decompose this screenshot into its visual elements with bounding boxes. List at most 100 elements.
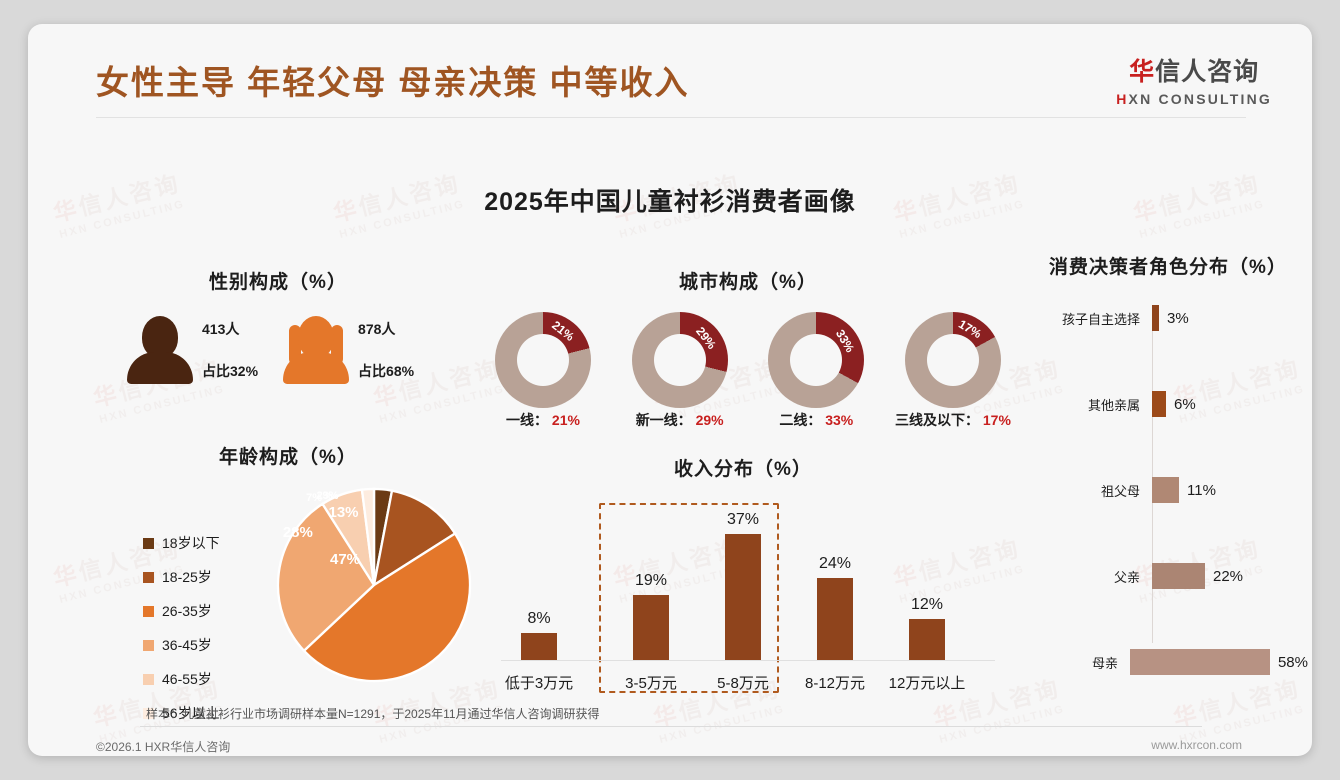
pie-value-label: 47%: [330, 551, 361, 569]
income-category-label: 12万元以上: [888, 675, 966, 692]
income-value-label: 12%: [910, 596, 944, 613]
decision-value-label: 58%: [1277, 653, 1308, 671]
logo-en-red: H: [1116, 91, 1129, 107]
legend-label: 18岁以下: [162, 535, 220, 551]
city-composition-panel: 城市构成（%） 21% 一线： 21% 29% 新一线： 29% 33% 二线： 33% 1…: [468, 267, 1028, 430]
legend-label: 46-55岁: [162, 671, 212, 687]
pie-slice: [276, 502, 376, 653]
pie-value-label: 3%: [322, 489, 339, 502]
age-legend-item: 18-25岁: [143, 567, 220, 587]
age-legend-item: 36-45岁: [143, 635, 220, 655]
income-bar-column: 19% 3-5万元: [605, 517, 697, 697]
decision-chart-body: 孩子自主选择 3% 其他亲属 6% 祖父母 11% 父亲 22% 母亲 58%: [1028, 305, 1308, 675]
age-legend-item: 46-55岁: [143, 669, 220, 689]
decision-row: 孩子自主选择 3%: [1028, 305, 1308, 331]
decision-value-label: 3%: [1167, 309, 1189, 327]
income-bar: [633, 595, 669, 660]
income-bar-wrapper: 37%: [697, 511, 789, 660]
decision-category-label: 其他亲属: [1087, 397, 1140, 413]
decision-bar: [1152, 391, 1166, 417]
legend-swatch: [143, 707, 154, 719]
age-composition-panel: 年龄构成（%） 18岁以下 18-25岁 26-35岁 36-45岁 46-55岁 56岁…: [98, 442, 478, 721]
legend-swatch: [143, 537, 154, 549]
income-value-label: 8%: [527, 610, 551, 627]
chart-board-title: 2025年中国儿童衬衫消费者画像: [484, 188, 856, 216]
age-legend: 18岁以下 18-25岁 26-35岁 36-45岁 46-55岁 56岁以上: [143, 533, 220, 737]
decision-row: 父亲 22%: [1028, 563, 1308, 589]
decision-bar: [1152, 305, 1159, 331]
donut-hole: [926, 334, 979, 386]
pie-value-label: 2%: [316, 489, 333, 502]
income-value-label: 24%: [818, 555, 852, 572]
income-highlight-box: [599, 503, 779, 693]
income-category-label: 低于3万元: [504, 675, 574, 692]
income-bar-column: 37% 5-8万元: [697, 511, 789, 697]
donut-caption: 三线及以下： 17%: [895, 412, 1011, 428]
income-bar: [521, 633, 557, 660]
legend-swatch: [143, 639, 154, 651]
decision-category-label: 祖父母: [1100, 483, 1140, 499]
decision-row: 母亲 58%: [1028, 649, 1308, 675]
income-bar: [725, 534, 761, 660]
pie-slice: [372, 489, 457, 588]
donut-caption: 二线： 33%: [779, 412, 854, 428]
decision-maker-panel: 消费决策者角色分布（%） 孩子自主选择 3% 其他亲属 6% 祖父母 11% 父亲 22% 母亲…: [1028, 252, 1308, 675]
gender-item-female: 878人 占比68%: [280, 316, 414, 384]
city-donut-三线及以下: 17% 三线及以下： 17%: [894, 312, 1012, 430]
gender-share: 占比32%: [202, 363, 259, 379]
income-bar-wrapper: 19%: [605, 534, 697, 660]
age-chart-body: 18岁以下 18-25岁 26-35岁 36-45岁 46-55岁 56岁以上 3% 13%…: [98, 483, 478, 721]
decision-category-label: 父亲: [1113, 569, 1140, 585]
header-divider: [96, 117, 1246, 118]
logo-english-text: HXN CONSULTING: [1116, 91, 1272, 107]
logo-chinese-text: 华信人咨询: [1116, 52, 1272, 88]
gender-count: 413人: [202, 321, 240, 337]
legend-swatch: [143, 605, 154, 617]
gender-text-female: 878人 占比68%: [358, 319, 414, 381]
income-bar-column: 12% 12万元以上: [881, 517, 973, 697]
slide-header: 女性主导 年轻父母 母亲决策 中等收入 华信人咨询 HXN CONSULTING: [28, 24, 1312, 121]
source-note: 样本：儿童衬衫行业市场调研样本量N=1291，于2025年11月通过华信人咨询调…: [146, 707, 600, 721]
decision-category-label: 孩子自主选择: [1061, 311, 1140, 327]
pie-value-label: 28%: [282, 524, 313, 542]
income-axis-line: [501, 660, 995, 661]
income-panel-title: 收入分布（%）: [674, 459, 812, 480]
donut-hole: [790, 334, 843, 386]
gender-text-male: 413人占比32%: [202, 319, 258, 381]
age-panel-title: 年龄构成（%）: [219, 447, 357, 468]
gender-item-male: 413人占比32%: [124, 316, 258, 384]
decision-value-label: 22%: [1213, 567, 1244, 585]
city-panel-title: 城市构成（%）: [679, 272, 817, 293]
donut-ring: 17%: [904, 312, 1001, 408]
gender-share: 占比68%: [358, 363, 415, 379]
male-person-icon: [124, 316, 196, 384]
legend-swatch: [143, 673, 154, 685]
age-legend-item: 26-35岁: [143, 601, 220, 621]
donut-ring: 29%: [631, 312, 728, 408]
income-bar: [909, 619, 945, 660]
copyright-text: ©2026.1 HXR华信人咨询: [96, 740, 231, 754]
website-link[interactable]: www.hxrcon.com: [1151, 738, 1242, 752]
income-chart-body: 8% 低于3万元 19% 3-5万元 37% 5-8万元 24% 8-12万元 12% 12万元以…: [483, 497, 1003, 697]
donut-ring: 33%: [768, 312, 865, 408]
decision-bar: [1129, 649, 1270, 675]
age-pie-chart: [276, 487, 472, 683]
income-category-label: 3-5万元: [625, 675, 677, 692]
logo-en-rest: XN CONSULTING: [1128, 91, 1272, 107]
legend-label: 36-45岁: [162, 637, 212, 653]
donut-hole: [653, 334, 706, 386]
decision-panel-title: 消费决策者角色分布（%）: [1049, 257, 1287, 278]
income-distribution-panel: 收入分布（%） 8% 低于3万元 19% 3-5万元 37% 5-8万元 24% 8-12万元…: [483, 454, 1003, 697]
logo-cn-rest: 信人咨询: [1155, 58, 1260, 86]
donut-caption: 一线： 21%: [506, 412, 580, 428]
income-bar: [817, 578, 853, 660]
pie-slice: [360, 487, 376, 586]
decision-category-label: 母亲: [1091, 655, 1118, 671]
decision-bar: [1152, 477, 1179, 503]
city-donut-二线: 33% 二线： 33%: [757, 312, 875, 430]
female-person-icon: [280, 316, 352, 384]
logo-cn-red: 华: [1129, 58, 1156, 86]
gender-panel-title: 性别构成（%）: [209, 272, 347, 293]
gender-figures: 413人占比32% 878人 占比68%: [98, 316, 458, 384]
